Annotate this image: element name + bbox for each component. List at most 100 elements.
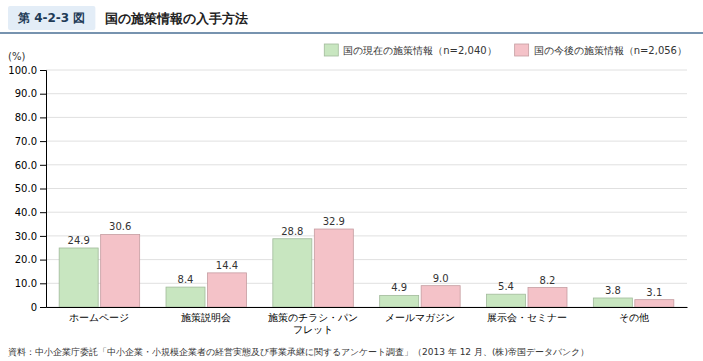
data-label: 3.8 bbox=[605, 285, 621, 296]
y-tick-label: 0 bbox=[31, 302, 37, 313]
y-tick-mark bbox=[40, 212, 46, 213]
y-tick-label: 60.0 bbox=[15, 160, 37, 171]
y-tick-label: 100.0 bbox=[8, 65, 37, 76]
y-tick: 30.0 bbox=[15, 231, 46, 242]
y-tick: 60.0 bbox=[15, 160, 46, 171]
grid-line bbox=[46, 188, 687, 189]
x-tick-label: メールマガジン bbox=[385, 312, 455, 323]
x-tick: 展示会・セミナー bbox=[487, 312, 567, 323]
data-labels: 24.98.428.84.95.43.830.614.432.99.08.23.… bbox=[68, 216, 663, 298]
grid-line bbox=[46, 70, 687, 71]
x-tick: メールマガジン bbox=[385, 312, 455, 323]
bar bbox=[635, 300, 674, 307]
legend-swatch bbox=[324, 44, 338, 56]
legend-item: 国の現在の施策情報（n=2,040） bbox=[324, 44, 496, 56]
bar bbox=[487, 294, 526, 307]
x-tick-label-line: ホームページ bbox=[69, 312, 129, 323]
data-label: 14.4 bbox=[216, 260, 238, 271]
x-tick-label: ホームページ bbox=[69, 312, 129, 323]
grid-line bbox=[46, 283, 687, 284]
y-tick-label: 50.0 bbox=[15, 183, 37, 194]
x-tick-label-line: フレット bbox=[293, 324, 333, 335]
legend: 国の現在の施策情報（n=2,040） 国の今後の施策情報（n=2,056） bbox=[324, 44, 687, 56]
grid-line bbox=[46, 141, 687, 142]
y-tick: 80.0 bbox=[15, 112, 46, 123]
y-tick-mark bbox=[40, 283, 46, 284]
y-tick-label: 80.0 bbox=[15, 112, 37, 123]
y-tick: 70.0 bbox=[15, 136, 46, 147]
y-tick-mark bbox=[40, 165, 46, 166]
grid-line bbox=[46, 164, 687, 165]
x-tick-label: 展示会・セミナー bbox=[487, 312, 567, 323]
legend-label: 国の今後の施策情報（n=2,056） bbox=[534, 45, 687, 56]
x-axis-line bbox=[47, 307, 688, 308]
y-tick-mark bbox=[40, 94, 46, 95]
legend-label: 国の現在の施策情報（n=2,040） bbox=[343, 45, 496, 56]
grid-line bbox=[46, 235, 687, 236]
y-tick: 10.0 bbox=[15, 278, 46, 289]
y-tick-label: 40.0 bbox=[15, 207, 37, 218]
x-tick-label-line: 施策説明会 bbox=[181, 312, 231, 323]
bar bbox=[273, 239, 312, 307]
figure-label: 第 4-2-3 図 bbox=[17, 11, 85, 25]
grid-line bbox=[46, 259, 687, 260]
plot-area: 24.98.428.84.95.43.830.614.432.99.08.23.… bbox=[8, 65, 687, 335]
y-tick: 100.0 bbox=[8, 65, 46, 76]
x-tick: その他 bbox=[619, 312, 649, 323]
header-rule bbox=[0, 32, 703, 34]
y-tick-label: 20.0 bbox=[15, 254, 37, 265]
grid bbox=[46, 70, 687, 307]
figure-label-background bbox=[8, 6, 95, 30]
bar bbox=[59, 248, 98, 307]
data-label: 3.1 bbox=[646, 287, 662, 298]
bars bbox=[59, 229, 674, 307]
y-tick: 40.0 bbox=[15, 207, 46, 218]
y-tick: 90.0 bbox=[15, 88, 46, 99]
y-tick: 0 bbox=[31, 302, 46, 313]
data-label: 24.9 bbox=[68, 235, 90, 246]
bar bbox=[207, 273, 246, 307]
y-tick-mark bbox=[40, 236, 46, 237]
data-label: 4.9 bbox=[391, 282, 407, 293]
y-tick-mark bbox=[40, 307, 46, 308]
chart-title: 国の施策情報の入手方法 bbox=[105, 11, 248, 26]
legend-item: 国の今後の施策情報（n=2,056） bbox=[515, 44, 687, 56]
legend-swatch bbox=[515, 44, 529, 56]
bar-series bbox=[101, 229, 674, 307]
y-tick: 50.0 bbox=[15, 183, 46, 194]
grid-line bbox=[46, 117, 687, 118]
x-axis: ホームページ 施策説明会 施策のチラシ・パンフレット メールマガジン 展示会・セミナー そ… bbox=[47, 308, 688, 335]
x-tick-label-line: 展示会・セミナー bbox=[487, 312, 567, 323]
bar bbox=[421, 286, 460, 307]
data-label: 5.4 bbox=[498, 281, 514, 292]
y-tick: 20.0 bbox=[15, 254, 46, 265]
y-tick-mark bbox=[40, 260, 46, 261]
y-tick-label: 30.0 bbox=[15, 231, 37, 242]
y-tick-mark bbox=[40, 189, 46, 190]
data-label: 8.2 bbox=[540, 275, 556, 286]
bar bbox=[314, 229, 353, 307]
y-axis-line bbox=[40, 71, 47, 308]
y-tick-mark bbox=[40, 141, 46, 142]
bar bbox=[166, 287, 205, 307]
x-tick: 施策のチラシ・パンフレット bbox=[268, 312, 358, 335]
data-label: 8.4 bbox=[178, 274, 194, 285]
x-tick-label: 施策のチラシ・パンフレット bbox=[268, 312, 358, 335]
figure-label-box: 第 4-2-3 図 bbox=[8, 6, 95, 30]
y-axis: 0 10.0 20.0 30.0 40.0 50.0 60.0 70.0 80.0 90.0 100… bbox=[8, 65, 46, 313]
y-tick-mark bbox=[40, 117, 46, 118]
data-label: 9.0 bbox=[433, 273, 449, 284]
x-tick-label: 施策説明会 bbox=[181, 312, 231, 323]
y-tick-label: 10.0 bbox=[15, 278, 37, 289]
data-label: 32.9 bbox=[323, 216, 345, 227]
chart-svg: 第 4-2-3 図国の施策情報の入手方法24.98.428.84.95.43.8… bbox=[0, 0, 703, 361]
x-tick: ホームページ bbox=[69, 312, 129, 323]
grid-line bbox=[46, 307, 687, 308]
y-tick-label: 70.0 bbox=[15, 136, 37, 147]
footnote: 資料：中小企業庁委託「中小企業・小規模企業者の経営実態及び事業承継に関するアンケ… bbox=[8, 347, 589, 357]
y-tick-mark bbox=[40, 70, 46, 71]
y-tick-label: 90.0 bbox=[15, 88, 37, 99]
bar bbox=[101, 234, 140, 307]
y-axis-label: (%) bbox=[8, 51, 25, 62]
x-tick-label-line: 施策のチラシ・パン bbox=[268, 312, 358, 323]
